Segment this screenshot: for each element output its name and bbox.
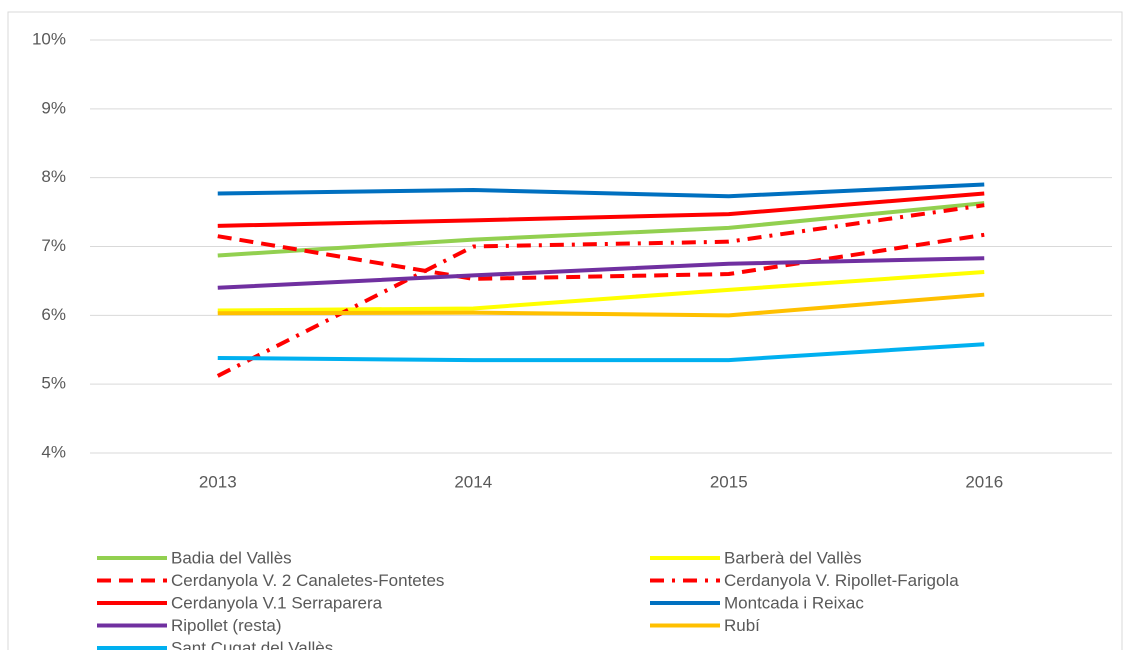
- legend-label: Barberà del Vallès: [724, 548, 862, 567]
- legend-label: Cerdanyola V. 2 Canaletes-Fontetes: [171, 571, 444, 590]
- series-line: [217, 201, 985, 258]
- legend-label: Montcada i Reixac: [724, 593, 864, 612]
- legend-label: Rubí: [724, 616, 760, 635]
- series-line: [217, 342, 985, 363]
- legend-label: Badia del Vallès: [171, 548, 292, 567]
- legend-label: Cerdanyola V. Ripollet-Farigola: [724, 571, 959, 590]
- x-tick-label: 2014: [454, 472, 492, 491]
- series-line: [217, 292, 985, 318]
- x-tick-label: 2015: [710, 472, 748, 491]
- y-tick-label: 5%: [41, 374, 66, 393]
- series-line: [217, 182, 985, 199]
- legend-label: Sant Cugat del Vallès: [171, 638, 333, 650]
- legend-label: Ripollet (resta): [171, 616, 282, 635]
- y-tick-label: 10%: [32, 29, 66, 48]
- x-tick-label: 2016: [965, 472, 1003, 491]
- chart-frame: [7, 11, 1123, 655]
- x-tick-label: 2013: [199, 472, 237, 491]
- series-line: [217, 256, 985, 290]
- y-tick-label: 4%: [41, 442, 66, 461]
- y-tick-label: 6%: [41, 305, 66, 324]
- y-tick-label: 7%: [41, 236, 66, 255]
- series-line: [217, 191, 985, 228]
- y-tick-label: 8%: [41, 167, 66, 186]
- legend-label: Cerdanyola V.1 Serraparera: [171, 593, 383, 612]
- series-line: [217, 232, 985, 281]
- y-tick-label: 9%: [41, 98, 66, 117]
